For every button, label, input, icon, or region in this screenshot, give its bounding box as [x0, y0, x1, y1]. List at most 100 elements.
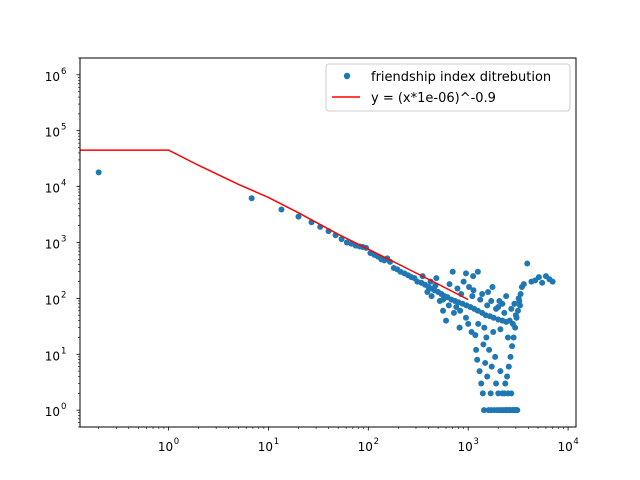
- fit-line: [80, 149, 469, 301]
- scatter-point: [490, 314, 497, 321]
- scatter-point: [509, 320, 516, 327]
- plot-area: [79, 57, 577, 428]
- y-tick-exponent: 2: [61, 290, 66, 300]
- scatter-point: [493, 305, 500, 312]
- fit-line-series: [80, 149, 469, 301]
- scatter-point: [473, 346, 480, 353]
- scatter-point: [338, 236, 345, 243]
- scatter-point: [510, 334, 517, 341]
- x-tick-exponent: 1: [274, 437, 279, 447]
- scatter-point: [466, 283, 473, 290]
- legend-scatter-marker: [343, 72, 351, 80]
- scatter-point: [488, 297, 495, 304]
- scatter-point: [504, 373, 511, 380]
- scatter-point: [460, 278, 467, 285]
- legend-box: [325, 63, 571, 112]
- x-tick-label: 10: [158, 440, 173, 454]
- scatter-point: [469, 293, 476, 300]
- scatter-point: [433, 275, 440, 282]
- scatter-point: [508, 305, 515, 312]
- x-tick-exponent: 4: [573, 437, 578, 447]
- legend-label-line: y = (x*1e-06)^-0.9: [371, 91, 496, 106]
- scatter-point: [501, 309, 508, 316]
- scatter-point: [493, 380, 500, 387]
- y-tick-label: 10: [45, 405, 60, 419]
- scatter-point: [515, 295, 522, 302]
- y-tick-exponent: 4: [61, 179, 66, 189]
- scatter-point: [481, 407, 488, 414]
- legend-label-scatter: friendship index ditrebution: [371, 70, 551, 85]
- scatter-point: [440, 296, 447, 303]
- scatter-point: [505, 363, 512, 370]
- scatter-point: [495, 390, 502, 397]
- scatter-point: [446, 281, 453, 288]
- scatter-point: [474, 268, 481, 275]
- scatter-point: [496, 297, 503, 304]
- x-tick-label: 10: [358, 440, 373, 454]
- scatter-point: [475, 320, 482, 327]
- scatter-point: [295, 213, 302, 220]
- scatter-point: [503, 293, 510, 300]
- y-tick-exponent: 1: [61, 346, 66, 356]
- scatter-point: [489, 283, 496, 290]
- scatter-point: [490, 329, 497, 336]
- scatter-point: [456, 324, 463, 331]
- scatter-point: [278, 206, 285, 213]
- scatter-point: [479, 390, 486, 397]
- y-tick-label: 10: [45, 182, 60, 196]
- scatter-point: [508, 390, 515, 397]
- scatter-point: [481, 324, 488, 331]
- y-tick-label: 10: [45, 126, 60, 140]
- scatter-point: [502, 380, 509, 387]
- scatter-point: [470, 287, 477, 294]
- scatter-point: [428, 293, 435, 300]
- y-tick-exponent: 0: [61, 402, 66, 412]
- legend: friendship index ditrebution y = (x*1e-0…: [325, 63, 571, 112]
- scatter-point: [462, 270, 469, 277]
- scatter-point: [520, 281, 527, 288]
- scatter-point: [539, 279, 546, 286]
- x-tick-exponent: 0: [174, 437, 179, 447]
- scatter-point: [479, 290, 486, 297]
- scatter-point: [482, 359, 489, 366]
- scatter-point: [248, 195, 255, 202]
- scatter-point: [484, 373, 491, 380]
- scatter-point: [497, 326, 504, 333]
- scatter-point: [424, 289, 431, 296]
- scatter-point: [514, 407, 521, 414]
- scatter-point: [516, 302, 523, 309]
- scatter-point: [477, 296, 484, 303]
- scatter-point: [487, 390, 494, 397]
- scatter-point: [343, 239, 350, 246]
- scatter-point: [492, 353, 499, 360]
- scatter-point: [549, 278, 556, 285]
- scatter-point: [480, 341, 487, 348]
- x-tick-exponent: 3: [473, 437, 478, 447]
- scatter-point: [512, 312, 519, 319]
- scatter-series: [95, 169, 556, 414]
- x-tick-exponent: 2: [374, 437, 379, 447]
- scatter-point: [450, 309, 457, 316]
- scatter-point: [472, 332, 479, 339]
- scatter-point: [443, 317, 450, 324]
- scatter-point: [485, 289, 492, 296]
- scatter-point: [457, 307, 464, 314]
- scatter-point: [488, 363, 495, 370]
- x-axis: 10 0 10 1 10 2 10 3 10 4: [98, 427, 579, 454]
- scatter-point: [453, 304, 460, 311]
- scatter-point: [535, 274, 542, 281]
- scatter-point: [511, 300, 518, 307]
- scatter-point: [465, 320, 472, 327]
- scatter-point: [507, 353, 514, 360]
- scatter-point: [488, 407, 495, 414]
- scatter-point: [454, 285, 461, 292]
- x-tick-label: 10: [458, 440, 473, 454]
- scatter-point: [484, 302, 491, 309]
- scatter-point: [474, 356, 481, 363]
- y-tick-exponent: 6: [61, 67, 66, 77]
- scatter-point: [486, 346, 493, 353]
- x-tick-label: 10: [258, 440, 273, 454]
- y-tick-label: 10: [45, 349, 60, 363]
- scatter-point: [449, 268, 456, 275]
